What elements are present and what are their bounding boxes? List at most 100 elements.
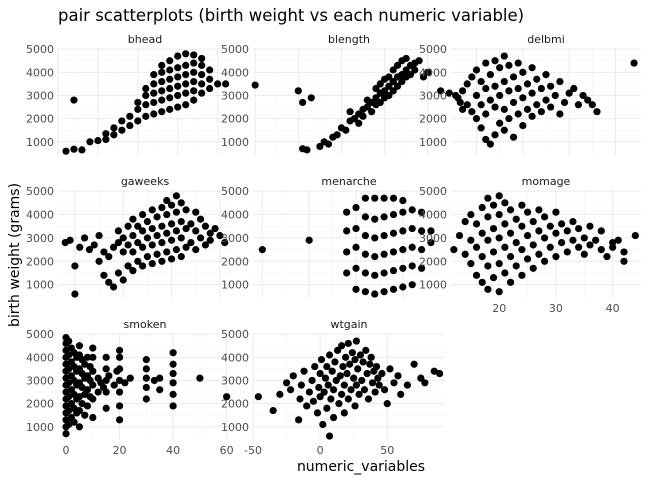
data-point: [102, 353, 110, 361]
data-point: [331, 358, 339, 366]
data-point: [142, 101, 150, 109]
y-tick-label: 3000: [26, 89, 54, 102]
data-point: [560, 98, 569, 107]
data-point: [461, 250, 469, 258]
data-point: [500, 126, 508, 134]
panel-blength: blength 1000 2000 3000 4000 5000: [221, 33, 453, 155]
data-point: [362, 346, 370, 354]
data-point: [386, 365, 394, 373]
data-point: [352, 203, 360, 212]
chart-title: pair scatterplots (birth weight vs each …: [58, 6, 524, 25]
panel-wtgain: wtgain 1000 2000 3000 4000 5000 -50 0 50: [221, 318, 445, 457]
data-point: [339, 362, 347, 371]
data-point: [427, 238, 435, 247]
data-point: [361, 288, 369, 296]
strip-label: menarche: [321, 175, 376, 188]
data-point: [380, 250, 388, 258]
data-point: [115, 365, 124, 373]
data-point: [552, 208, 560, 216]
data-point: [76, 243, 84, 251]
data-point: [482, 59, 490, 67]
data-point: [166, 94, 174, 102]
y-tick-label: 4000: [221, 66, 249, 79]
data-point: [631, 231, 639, 240]
data-point: [551, 91, 559, 100]
panel-bhead: bhead 1000 2000 3000 4000 5000: [26, 33, 232, 155]
data-point: [153, 213, 161, 221]
data-point: [177, 234, 185, 242]
data-point: [343, 208, 351, 216]
data-point: [588, 101, 596, 109]
strip-label: gaweeks: [121, 175, 170, 188]
data-point: [158, 238, 166, 247]
data-point: [417, 264, 426, 272]
data-point: [300, 367, 308, 375]
data-point: [282, 379, 291, 387]
data-point: [134, 98, 142, 107]
data-point: [142, 84, 150, 93]
data-point: [89, 344, 97, 352]
data-point: [385, 73, 393, 81]
data-point: [201, 241, 210, 249]
data-point: [325, 432, 334, 440]
data-point: [110, 381, 118, 389]
data-point: [169, 402, 177, 410]
y-tick-label: 3000: [26, 374, 54, 387]
data-point: [102, 404, 110, 412]
data-point: [177, 199, 185, 207]
data-point: [501, 243, 509, 251]
data-point: [528, 112, 536, 120]
data-point: [477, 77, 485, 86]
data-point: [190, 96, 198, 104]
data-point: [70, 145, 78, 153]
data-point: [286, 386, 295, 394]
data-point: [430, 367, 438, 375]
data-point: [569, 236, 577, 244]
data-point: [315, 383, 323, 392]
data-point: [134, 238, 142, 247]
data-point: [153, 231, 161, 240]
data-point: [484, 285, 492, 293]
data-point: [126, 121, 134, 130]
data-point: [214, 80, 222, 88]
data-point: [167, 201, 176, 209]
data-point: [586, 241, 594, 249]
data-point: [371, 234, 379, 242]
data-point: [317, 356, 326, 364]
data-point: [352, 337, 360, 345]
data-point: [311, 362, 319, 371]
data-point: [542, 71, 550, 79]
y-tick-label: 3000: [419, 232, 447, 245]
data-point: [309, 397, 318, 405]
data-point: [385, 91, 393, 100]
data-point: [71, 290, 79, 298]
data-point: [324, 140, 333, 148]
data-point: [478, 203, 486, 212]
data-point: [410, 360, 418, 368]
y-tick-label: 2000: [221, 398, 249, 411]
data-point: [557, 220, 566, 228]
data-point: [614, 236, 622, 244]
y-tick-label: 1000: [26, 421, 54, 434]
data-point: [172, 208, 181, 216]
data-point: [174, 73, 182, 81]
data-point: [150, 80, 158, 88]
x-tick-label: 40: [166, 444, 180, 457]
data-point: [251, 81, 259, 89]
y-tick-label: 4000: [26, 351, 54, 364]
data-point: [190, 59, 198, 67]
data-point: [138, 227, 147, 235]
data-point: [505, 115, 513, 123]
data-point: [143, 217, 152, 226]
data-point: [206, 229, 214, 237]
data-point: [408, 262, 416, 270]
data-point: [463, 101, 471, 109]
data-point: [86, 138, 94, 146]
data-point: [324, 381, 332, 389]
data-point: [371, 194, 379, 202]
data-point: [143, 253, 152, 261]
data-point: [472, 220, 481, 228]
panel-menarche: menarche 1000 2000 3000 4000 5000: [221, 175, 445, 298]
data-point: [142, 112, 150, 120]
y-tick-label: 5000: [26, 185, 54, 198]
